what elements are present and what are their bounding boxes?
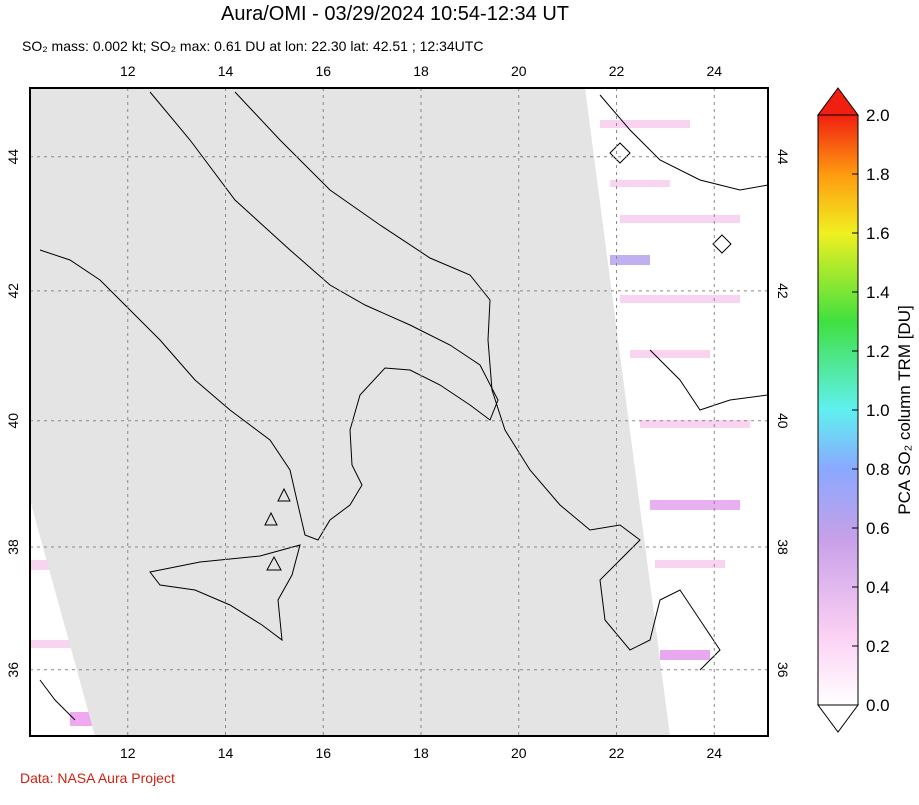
lon-label: 16 <box>315 745 331 761</box>
lon-label: 16 <box>315 63 331 79</box>
colorbar-tick-label: 0.4 <box>866 578 890 597</box>
colorbar-tick-label: 0.6 <box>866 519 890 538</box>
lat-label: 44 <box>775 149 791 165</box>
title: Aura/OMI - 03/29/2024 10:54-12:34 UT <box>221 3 569 25</box>
lon-label: 24 <box>706 745 722 761</box>
colorbar-min <box>817 704 859 733</box>
lon-label: 24 <box>706 63 722 79</box>
colorbar-tick-label: 0.2 <box>866 637 890 656</box>
lat-label: 40 <box>5 413 21 429</box>
colorbar-tick-label: 0.0 <box>866 696 890 715</box>
lat-label: 36 <box>775 662 791 678</box>
lat-label: 36 <box>5 662 21 678</box>
colorbar <box>817 114 859 706</box>
coastlines <box>39 91 768 721</box>
subtitle: SO₂ mass: 0.002 kt; SO₂ max: 0.61 DU at … <box>22 38 483 54</box>
lon-label: 12 <box>120 745 136 761</box>
lat-label: 42 <box>5 283 21 299</box>
map <box>30 88 768 736</box>
colorbar-tick-label: 1.8 <box>866 165 890 184</box>
colorbar-tick-label: 0.8 <box>866 460 890 479</box>
colorbar-tick-label: 1.4 <box>866 283 890 302</box>
lon-label: 20 <box>511 63 527 79</box>
lon-label: 14 <box>218 745 234 761</box>
colorbar-tick-label: 2.0 <box>866 106 890 125</box>
lat-label: 44 <box>5 149 21 165</box>
lat-label: 42 <box>775 283 791 299</box>
lon-label: 12 <box>120 63 136 79</box>
lon-label: 18 <box>413 745 429 761</box>
colorbar-label: PCA SO₂ column TRM [DU] <box>895 305 914 514</box>
credit: Data: NASA Aura Project <box>20 770 175 786</box>
lat-label: 40 <box>775 413 791 429</box>
colorbar-tick-label: 1.2 <box>866 342 890 361</box>
lat-label: 38 <box>775 539 791 555</box>
lon-label: 18 <box>413 63 429 79</box>
lon-label: 20 <box>511 745 527 761</box>
lon-label: 22 <box>609 745 625 761</box>
colorbar-max <box>817 87 859 116</box>
lon-label: 14 <box>218 63 234 79</box>
colorbar-tick-label: 1.6 <box>866 224 890 243</box>
lon-label: 22 <box>609 63 625 79</box>
markers <box>264 142 732 571</box>
swath <box>30 88 670 736</box>
lat-label: 38 <box>5 539 21 555</box>
map-frame <box>29 87 769 737</box>
graticule <box>30 88 768 736</box>
colorbar-tick-label: 1.0 <box>866 401 890 420</box>
